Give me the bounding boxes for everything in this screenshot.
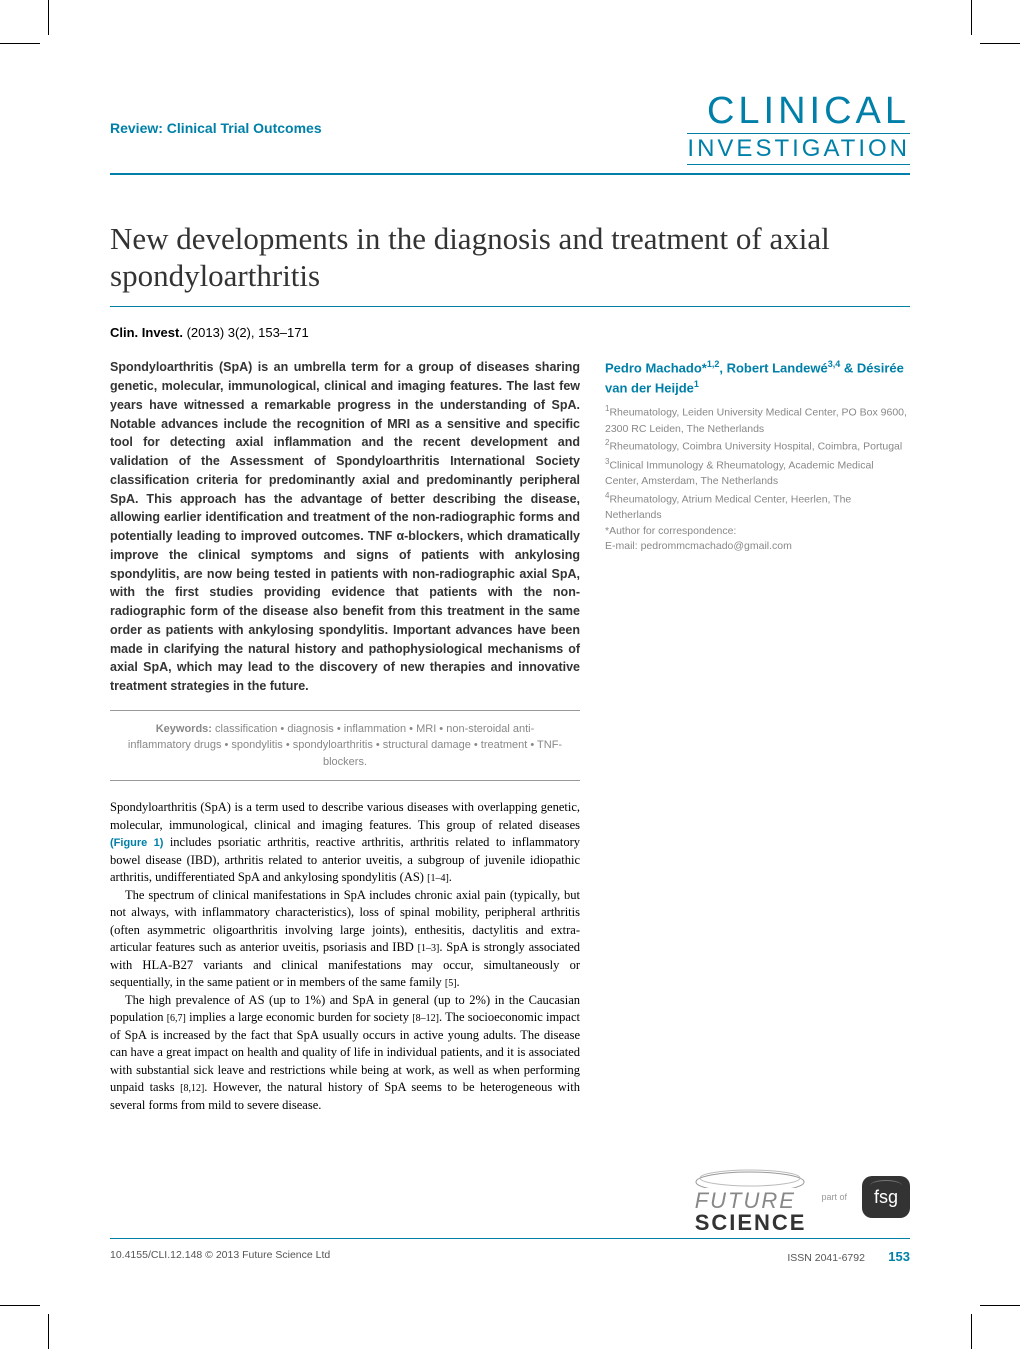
publisher-word1: FUTURE	[695, 1190, 807, 1212]
journal-logo: CLINICAL INVESTIGATION	[687, 90, 910, 165]
citation-details: (2013) 3(2), 153–171	[183, 325, 309, 340]
citation-ref: [8,12]	[180, 1083, 204, 1094]
two-column-layout: Spondyloarthritis (SpA) is an umbrella t…	[110, 358, 910, 1114]
citation: Clin. Invest. (2013) 3(2), 153–171	[110, 325, 910, 340]
part-of-label: part of	[821, 1192, 847, 1202]
journal-abbrev: Clin. Invest.	[110, 325, 183, 340]
citation-ref: [5]	[445, 978, 457, 989]
fsg-text: fsg	[874, 1187, 898, 1208]
review-category-label: Review: Clinical Trial Outcomes	[110, 120, 322, 136]
crop-mark	[0, 43, 40, 44]
footer-right: ISSN 2041-6792 153	[787, 1249, 910, 1264]
crop-mark	[980, 1305, 1020, 1306]
page-content: Review: Clinical Trial Outcomes CLINICAL…	[60, 55, 960, 1294]
affiliation-2: 2Rheumatology, Coimbra University Hospit…	[605, 437, 910, 455]
crop-mark	[980, 43, 1020, 44]
crop-mark	[48, 1314, 49, 1349]
correspondence: *Author for correspondence:	[605, 524, 910, 540]
page-footer: 10.4155/CLI.12.148 © 2013 Future Science…	[110, 1238, 910, 1264]
crop-mark	[0, 1305, 40, 1306]
crop-mark	[971, 0, 972, 35]
affiliation-1: 1Rheumatology, Leiden University Medical…	[605, 403, 910, 437]
fsg-badge: fsg	[862, 1176, 910, 1218]
citation-ref: [8–12]	[412, 1013, 439, 1024]
author-list: Pedro Machado*1,2, Robert Landewé3,4 & D…	[605, 358, 910, 397]
affiliations: 1Rheumatology, Leiden University Medical…	[605, 403, 910, 555]
sidebar-column: Pedro Machado*1,2, Robert Landewé3,4 & D…	[605, 358, 910, 1114]
keywords-box: Keywords: classification • diagnosis • i…	[110, 710, 580, 782]
citation-ref: [6,7]	[167, 1013, 186, 1024]
journal-name-line1: CLINICAL	[687, 90, 910, 133]
citation-ref: [1–4]	[427, 873, 449, 884]
figure-reference: (Figure 1)	[110, 837, 163, 849]
publisher-logos: FUTURE SCIENCE part of fsg	[695, 1160, 910, 1234]
paragraph-1: Spondyloarthritis (SpA) is a term used t…	[110, 799, 580, 887]
crop-mark	[971, 1314, 972, 1349]
abstract: Spondyloarthritis (SpA) is an umbrella t…	[110, 358, 580, 696]
page-number: 153	[888, 1249, 910, 1264]
part-of-group: part of	[821, 1192, 847, 1202]
body-text: Spondyloarthritis (SpA) is a term used t…	[110, 799, 580, 1114]
main-column: Spondyloarthritis (SpA) is an umbrella t…	[110, 358, 580, 1114]
issn: ISSN 2041-6792	[787, 1252, 865, 1264]
citation-ref: [1–3]	[418, 943, 440, 954]
paragraph-3: The high prevalence of AS (up to 1%) and…	[110, 992, 580, 1115]
keywords-label: Keywords:	[156, 723, 212, 735]
journal-name-line2: INVESTIGATION	[687, 133, 910, 165]
paragraph-2: The spectrum of clinical manifestations …	[110, 887, 580, 992]
affiliation-3: 3Clinical Immunology & Rheumatology, Aca…	[605, 456, 910, 490]
swoosh-icon	[695, 1160, 805, 1188]
article-title: New developments in the diagnosis and tr…	[110, 220, 910, 307]
header: Review: Clinical Trial Outcomes CLINICAL…	[110, 90, 910, 175]
publisher-word2: SCIENCE	[695, 1212, 807, 1234]
crop-mark	[48, 0, 49, 35]
affiliation-4: 4Rheumatology, Atrium Medical Center, He…	[605, 490, 910, 524]
future-science-logo: FUTURE SCIENCE	[695, 1160, 807, 1234]
doi-copyright: 10.4155/CLI.12.148 © 2013 Future Science…	[110, 1249, 330, 1264]
author-email: E-mail: pedrommcmachado@gmail.com	[605, 539, 910, 555]
